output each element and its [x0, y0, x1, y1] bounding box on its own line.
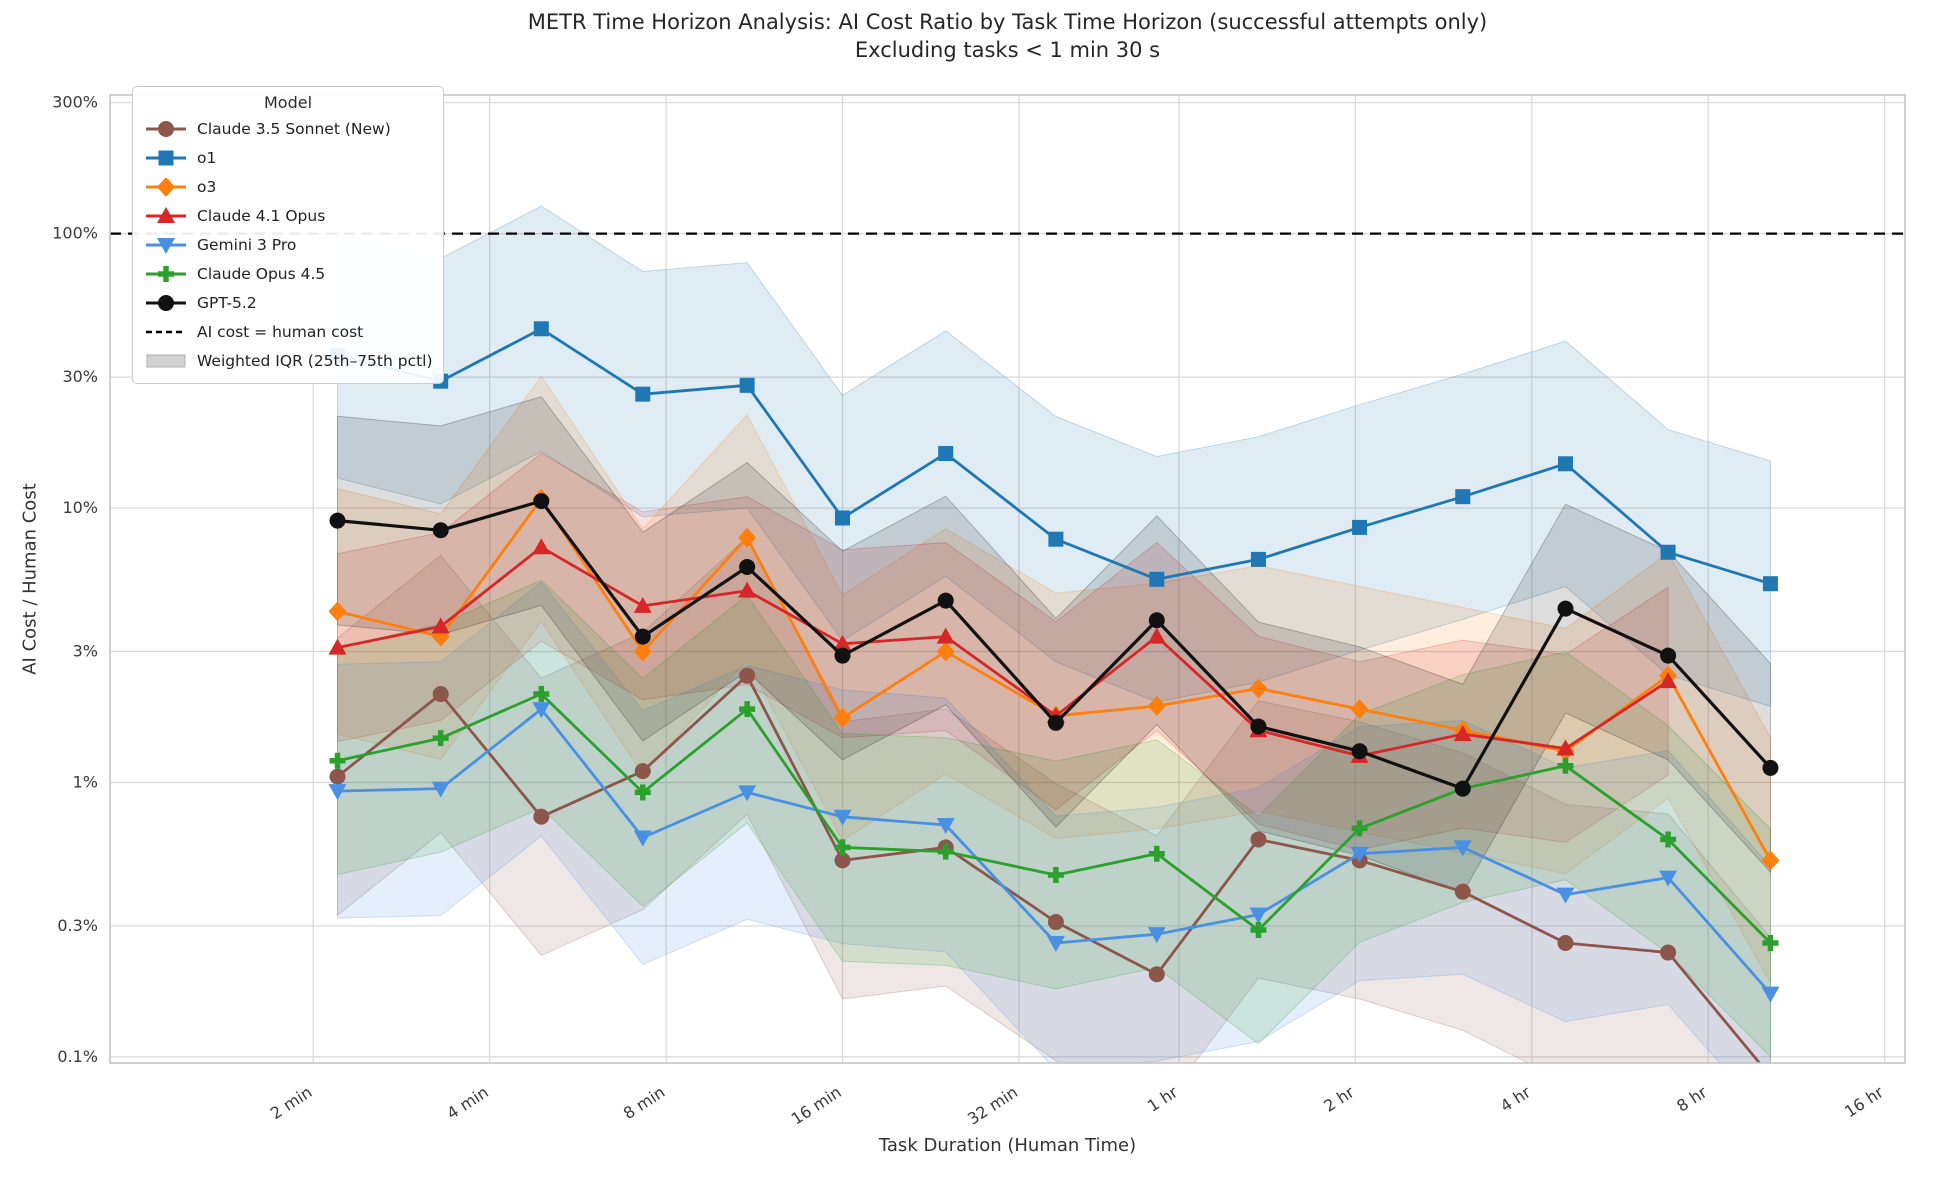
iqr-band-o3: [337, 375, 1771, 986]
svg-text:2 min: 2 min: [267, 1082, 315, 1123]
svg-text:30%: 30%: [62, 367, 98, 386]
plot-frame: [109, 94, 1906, 1064]
svg-text:300%: 300%: [52, 93, 98, 112]
legend-label-ai-cost-human-cost: AI cost = human cost: [197, 322, 364, 341]
legend-label-claude-4-1-opus: Claude 4.1 Opus: [197, 206, 326, 225]
legend-item-gpt-5-2: GPT-5.2: [143, 288, 433, 317]
legend-sample-claude-4-1-opus: [146, 206, 186, 223]
series-gpt-5-2: [329, 493, 1779, 797]
svg-text:32 min: 32 min: [964, 1082, 1021, 1128]
legend-title: Model: [263, 93, 313, 112]
svg-text:8 min: 8 min: [620, 1082, 668, 1123]
chart-title-block: METR Time Horizon Analysis: AI Cost Rati…: [110, 8, 1905, 64]
chart-legend: Model Claude 3.5 Sonnet (New) o1 o3 Claude …: [132, 86, 444, 384]
legend-item-weighted-iqr-25th-75th-pctl: Weighted IQR (25th–75th pctl): [143, 346, 433, 375]
svg-text:4 hr: 4 hr: [1497, 1082, 1535, 1116]
svg-text:4 min: 4 min: [443, 1082, 491, 1123]
iqr-band-claude-opus-4-5: [337, 579, 1771, 1059]
y-tick-labels: 300% 100% 30% 10% 3% 1% 0.3% 0.1%: [52, 93, 98, 1066]
svg-text:1%: 1%: [73, 772, 98, 791]
legend-label-claude-3-5-sonnet-new: Claude 3.5 Sonnet (New): [197, 119, 391, 138]
svg-text:0.1%: 0.1%: [57, 1047, 98, 1066]
x-axis-label: Task Duration (Human Time): [878, 1135, 1137, 1156]
svg-text:1 hr: 1 hr: [1144, 1082, 1182, 1116]
legend-label-claude-opus-4-5: Claude Opus 4.5: [197, 264, 326, 283]
legend-item-gemini-3-pro: Gemini 3 Pro: [143, 230, 433, 259]
legend-sample-ai-cost-human-cost: [146, 330, 186, 333]
legend-sample-o3: [146, 177, 186, 196]
legend-label-gpt-5-2: GPT-5.2: [197, 293, 257, 312]
legend-label-gemini-3-pro: Gemini 3 Pro: [197, 235, 297, 254]
legend-sample-gemini-3-pro: [146, 237, 186, 254]
svg-text:2 hr: 2 hr: [1320, 1082, 1358, 1116]
chart-subtitle: Excluding tasks < 1 min 30 s: [854, 38, 1161, 62]
legend-sample-claude-3-5-sonnet-new: [146, 120, 186, 137]
legend-items: Claude 3.5 Sonnet (New) o1 o3 Claude 4.1 Op…: [143, 114, 433, 375]
iqr-band-o1: [337, 205, 1771, 708]
svg-text:10%: 10%: [62, 498, 98, 517]
series-claude-3-5-sonnet-new: [329, 667, 1762, 1063]
legend-item-claude-3-5-sonnet-new: Claude 3.5 Sonnet (New): [143, 114, 433, 143]
legend-label-weighted-iqr-25th-75th-pctl: Weighted IQR (25th–75th pctl): [197, 351, 433, 370]
legend-label-o3: o3: [197, 177, 217, 196]
legend-item-ai-cost-human-cost: AI cost = human cost: [143, 317, 433, 346]
svg-text:100%: 100%: [52, 224, 98, 243]
series-o1: [329, 321, 1778, 592]
iqr-band-gemini-3-pro: [337, 581, 1771, 1063]
legend-label-o1: o1: [197, 148, 217, 167]
svg-text:3%: 3%: [73, 642, 98, 661]
legend-sample-weighted-iqr-25th-75th-pctl: [146, 354, 186, 367]
legend-sample-o1: [146, 150, 186, 165]
legend-sample-claude-opus-4-5: [146, 265, 186, 282]
legend-item-o1: o1: [143, 143, 433, 172]
svg-text:8 hr: 8 hr: [1673, 1082, 1711, 1116]
gridlines: [110, 95, 1905, 1063]
svg-text:0.3%: 0.3%: [57, 916, 98, 935]
legend-item-o3: o3: [143, 172, 433, 201]
legend-sample-gpt-5-2: [146, 294, 186, 311]
y-axis-label: AI Cost / Human Cost: [19, 483, 41, 675]
chart-title: METR Time Horizon Analysis: AI Cost Rati…: [527, 10, 1488, 34]
x-tick-labels: 2 min 4 min 8 min 16 min 32 min 1 hr 2 hr 4 hr 8…: [267, 1082, 1887, 1128]
svg-text:16 hr: 16 hr: [1841, 1082, 1887, 1121]
series-line-claude-4-1-opus: [337, 545, 1669, 758]
legend-item-claude-4-1-opus: Claude 4.1 Opus: [143, 201, 433, 230]
svg-text:16 min: 16 min: [788, 1082, 845, 1128]
series-gemini-3-pro: [328, 702, 1780, 1003]
legend-item-claude-opus-4-5: Claude Opus 4.5: [143, 259, 433, 288]
